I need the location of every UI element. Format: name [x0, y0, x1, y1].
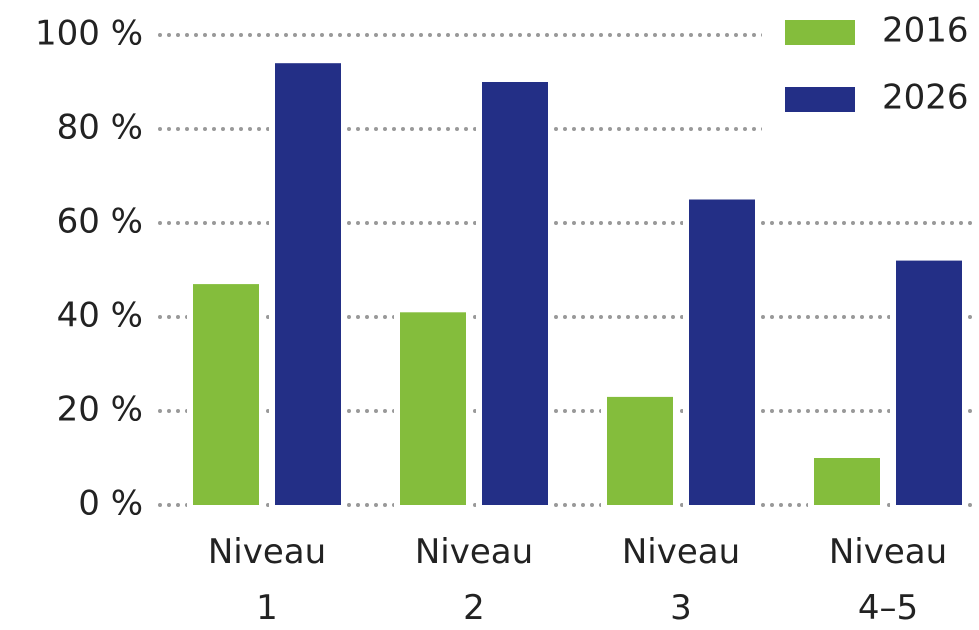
y-tick-label: 40 % — [57, 296, 143, 336]
x-tick-label: Niveau 3 — [622, 532, 740, 628]
legend-swatch — [785, 20, 855, 45]
x-tick-label: Niveau 2 — [415, 532, 533, 628]
y-tick-label: 0 % — [78, 484, 143, 524]
bar — [808, 452, 886, 511]
label-line: 1 — [256, 588, 278, 628]
y-tick-label: 80 % — [57, 108, 143, 148]
bar — [394, 306, 472, 511]
bar — [269, 57, 347, 511]
legend-label: 2026 — [882, 78, 969, 118]
legend-label: 2016 — [882, 11, 969, 51]
y-tick-label: 60 % — [57, 202, 143, 242]
label-line: 4–5 — [858, 588, 918, 628]
label-line: Niveau — [415, 532, 533, 572]
label-line: Niveau — [208, 532, 326, 572]
label-line: Niveau — [829, 532, 947, 572]
y-tick-label: 100 % — [35, 14, 143, 54]
bar — [683, 193, 761, 511]
bar — [601, 390, 679, 511]
y-tick-label: 20 % — [57, 390, 143, 430]
bar — [476, 76, 554, 511]
label-line: 3 — [670, 588, 692, 628]
label-line: 2 — [463, 588, 485, 628]
x-tick-label: Niveau 4–5 — [829, 532, 947, 628]
label-line: Niveau — [622, 532, 740, 572]
bar — [187, 278, 265, 511]
legend-swatch — [785, 87, 855, 112]
bar — [890, 254, 968, 511]
x-tick-label: Niveau 1 — [208, 532, 326, 628]
